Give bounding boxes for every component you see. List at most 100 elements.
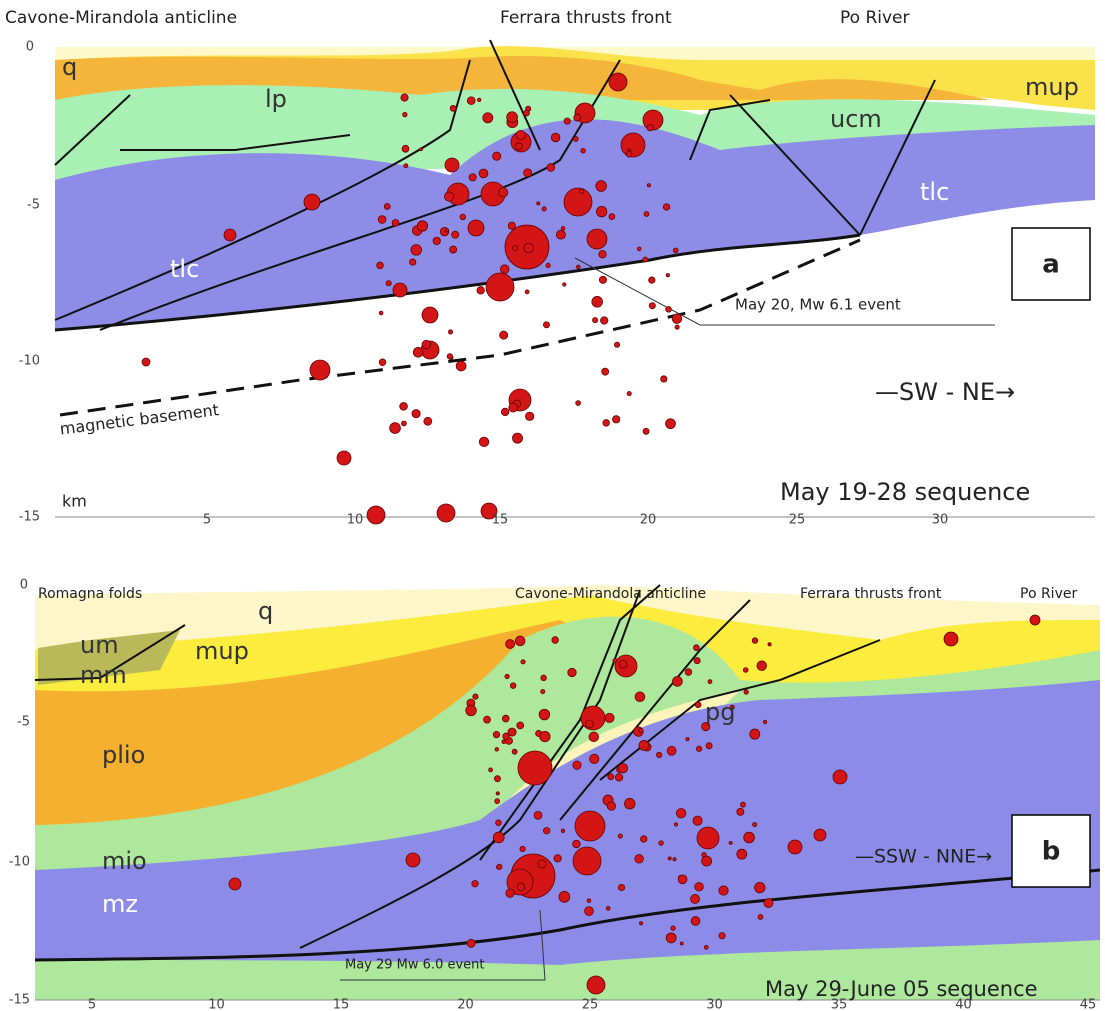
- earthquake: [691, 917, 700, 926]
- top-label: Po River: [1020, 586, 1077, 602]
- earthquake: [444, 192, 453, 201]
- earthquake: [539, 709, 550, 720]
- earthquake: [737, 849, 747, 859]
- earthquake: [404, 164, 408, 168]
- x-tick-label: 20: [640, 513, 657, 528]
- earthquake: [581, 706, 605, 730]
- earthquake: [618, 763, 627, 772]
- earthquake: [378, 216, 386, 224]
- earthquake: [621, 133, 645, 157]
- earthquake: [685, 669, 692, 676]
- earthquake: [624, 798, 635, 809]
- earthquake: [575, 811, 605, 841]
- earthquake: [505, 674, 509, 678]
- x-tick-label: 20: [457, 998, 474, 1011]
- earthquake: [142, 358, 150, 366]
- earthquake: [513, 246, 518, 251]
- y-tick-label: -10: [19, 354, 40, 369]
- annotation: —SW - NE→: [875, 378, 1015, 406]
- earthquake: [574, 114, 581, 121]
- earthquake: [752, 638, 758, 644]
- y-tick-label: -10: [9, 855, 30, 870]
- earthquake: [635, 855, 644, 864]
- earthquake: [944, 632, 958, 646]
- earthquake: [224, 229, 236, 241]
- x-tick-label: 30: [706, 998, 723, 1011]
- y-tick-label: -5: [17, 715, 30, 730]
- earthquake: [390, 423, 401, 434]
- earthquake: [410, 259, 416, 265]
- earthquake: [641, 836, 647, 842]
- earthquake: [445, 229, 448, 232]
- earthquake: [403, 112, 407, 116]
- earthquake: [422, 307, 438, 323]
- earthquake: [310, 360, 330, 380]
- earthquake: [758, 915, 763, 920]
- earthquake: [540, 731, 550, 741]
- earthquake: [740, 802, 745, 807]
- earthquake: [542, 207, 546, 211]
- top-label: Cavone-Mirandola anticline: [515, 586, 706, 602]
- earthquake: [437, 504, 455, 522]
- earthquake: [672, 676, 682, 686]
- earthquake: [606, 906, 610, 910]
- earthquake: [639, 922, 642, 925]
- panel-b: Romagna folds Cavone-Mirandola anticline…: [9, 578, 1100, 1011]
- earthquake: [524, 243, 534, 253]
- annotation: —SSW - NNE→: [855, 846, 992, 868]
- x-tick-label: 5: [203, 513, 211, 528]
- earthquake: [644, 212, 649, 217]
- earthquake: [497, 864, 502, 869]
- earthquake: [517, 883, 525, 891]
- earthquake: [686, 738, 689, 741]
- earthquake: [593, 318, 598, 323]
- x-tick-label: 45: [1080, 998, 1097, 1011]
- earthquake: [468, 220, 484, 236]
- earthquake: [666, 274, 669, 277]
- x-tick-label: 15: [492, 513, 509, 528]
- earthquake: [512, 433, 522, 443]
- x-tick-label: 5: [88, 998, 96, 1011]
- earthquake: [460, 214, 466, 220]
- earthquake: [695, 882, 704, 891]
- earthquake: [694, 658, 700, 664]
- earthquake: [573, 137, 578, 142]
- earthquake: [500, 331, 508, 339]
- earthquake: [706, 743, 712, 749]
- y-tick-label: -5: [27, 198, 40, 213]
- earthquake: [411, 245, 422, 256]
- earthquake: [673, 858, 676, 861]
- earthquake: [649, 277, 655, 283]
- earthquake: [568, 668, 576, 676]
- earthquake: [589, 732, 599, 742]
- earthquake: [643, 257, 648, 262]
- earthquake: [501, 408, 509, 416]
- earthquake: [554, 855, 561, 862]
- earthquake: [667, 746, 676, 755]
- earthquake: [668, 857, 671, 860]
- y-tick-label: -15: [19, 510, 40, 525]
- y-unit: km: [62, 492, 87, 511]
- earthquake: [304, 194, 320, 210]
- top-label: Po River: [840, 8, 910, 28]
- earthquake: [473, 694, 478, 699]
- earthquake: [452, 231, 459, 238]
- earthquake: [467, 939, 475, 947]
- top-label: Cavone-Mirandola anticline: [5, 8, 237, 28]
- earthquake: [675, 325, 679, 329]
- x-tick-label: 25: [789, 513, 806, 528]
- earthquake: [615, 774, 622, 781]
- earthquake: [450, 105, 456, 111]
- y-tick-label: 0: [26, 40, 34, 55]
- earthquake: [600, 317, 607, 324]
- annotation: May 29-June 05 sequence: [765, 977, 1038, 1001]
- earthquake: [673, 248, 678, 253]
- earthquake: [379, 359, 386, 366]
- earthquake: [719, 886, 728, 895]
- earthquake: [607, 802, 615, 810]
- earthquake: [401, 94, 408, 101]
- unit-label: um: [80, 631, 119, 659]
- earthquake: [627, 391, 631, 395]
- earthquake: [585, 907, 594, 916]
- y-tick-label: 0: [20, 578, 28, 593]
